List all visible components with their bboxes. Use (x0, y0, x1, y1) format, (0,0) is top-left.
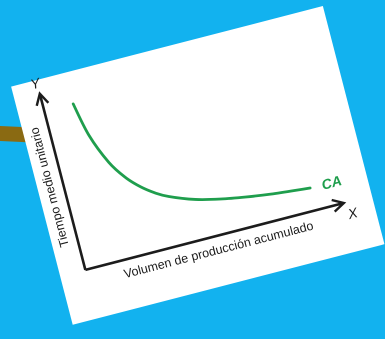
x-axis-arrow (331, 198, 347, 213)
y-axis-arrow (35, 91, 50, 107)
x-axis-line (85, 202, 344, 272)
chart-card: Y X Tiempo medio unitario Volumen de pro… (11, 6, 385, 325)
card-background (11, 6, 385, 325)
y-axis-line (39, 95, 87, 271)
series-label-ca: CA (320, 172, 344, 193)
x-axis-letter: X (345, 204, 360, 222)
series-line-ca (71, 102, 312, 202)
series-layer: CA (71, 102, 344, 202)
